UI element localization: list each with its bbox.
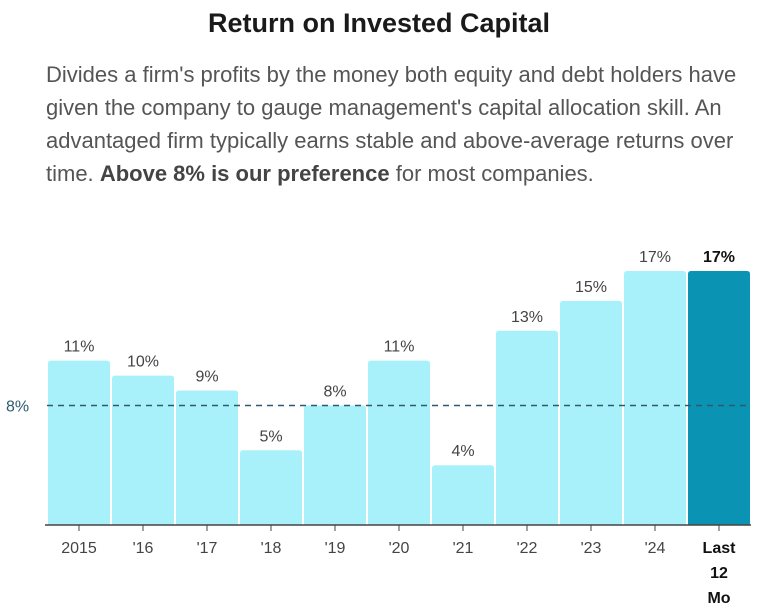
bar-7	[432, 465, 494, 525]
bar-3	[176, 390, 238, 525]
x-tick-label-11: Last 12 Mo	[703, 540, 737, 607]
data-label-1: 11%	[64, 339, 95, 356]
bar-1	[48, 360, 110, 525]
chart-description: Divides a firm's profits by the money bo…	[46, 58, 746, 190]
x-tick-label-1: 2015	[61, 540, 97, 557]
data-label-4: 5%	[259, 428, 282, 445]
bar-10	[624, 271, 686, 525]
data-label-11: 17%	[703, 249, 735, 266]
data-label-9: 15%	[575, 279, 607, 296]
reference-line-label: 8%	[6, 398, 29, 415]
bar-11	[688, 271, 750, 525]
x-tick-label-8: '22	[517, 540, 538, 557]
data-label-5: 8%	[323, 383, 346, 400]
data-label-3: 9%	[195, 369, 218, 386]
data-label-6: 11%	[384, 339, 415, 356]
x-tick-label-6: '20	[389, 540, 410, 557]
description-emphasis: Above 8% is our preference	[99, 161, 390, 186]
chart-title: Return on Invested Capital	[207, 8, 551, 38]
x-tick-label-5: '19	[325, 540, 346, 557]
data-label-8: 13%	[511, 309, 543, 326]
data-label-7: 4%	[451, 443, 474, 460]
x-tick-label-3: '17	[197, 540, 218, 557]
bar-8	[496, 330, 558, 525]
bar-5	[304, 405, 366, 525]
description-tail: for most companies.	[395, 161, 594, 186]
bar-2	[112, 375, 174, 525]
data-label-10: 17%	[639, 249, 671, 266]
data-label-2: 10%	[127, 354, 159, 371]
x-tick-label-7: '21	[453, 540, 474, 557]
bar-6	[368, 360, 430, 525]
x-tick-label-2: '16	[133, 540, 154, 557]
x-tick-label-4: '18	[261, 540, 282, 557]
x-tick-label-10: '24	[645, 540, 666, 557]
bar-9	[560, 300, 622, 525]
x-tick-label-9: '23	[581, 540, 602, 557]
bar-4	[240, 450, 302, 525]
description-text: Divides a firm's profits by the money bo…	[46, 62, 737, 186]
